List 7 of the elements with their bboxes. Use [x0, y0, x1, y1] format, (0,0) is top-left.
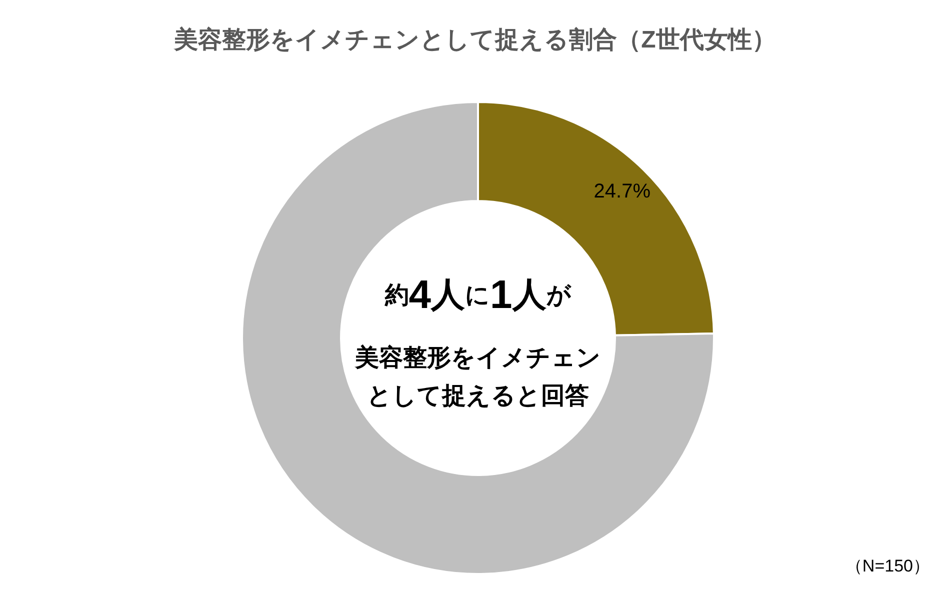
text: 美容整形をイメチェン	[354, 344, 601, 372]
chart-title: 美容整形をイメチェンとして捉える割合（Z世代女性）	[173, 26, 776, 54]
donut-slice	[241, 101, 715, 575]
data-label: 24.7%	[594, 180, 651, 202]
text: （N=150）	[845, 556, 930, 576]
text: として捉えると回答	[367, 382, 589, 410]
text: 約4人に1人が	[384, 273, 572, 317]
